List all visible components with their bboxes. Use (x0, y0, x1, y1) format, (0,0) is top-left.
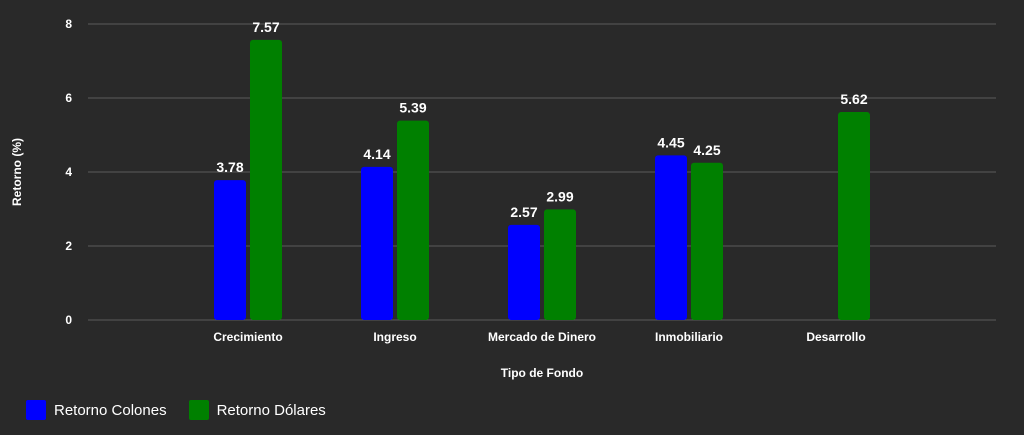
bar-dolares-2[interactable] (544, 209, 576, 320)
data-label: 5.39 (399, 100, 426, 116)
data-label: 4.25 (693, 142, 720, 158)
x-tick-label: Inmobiliario (655, 330, 723, 344)
legend-label-dolares: Retorno Dólares (216, 401, 326, 419)
data-label: 4.14 (363, 146, 390, 162)
legend-swatch-colones (26, 400, 46, 420)
bar-dolares-3[interactable] (691, 162, 723, 320)
bar-dolares-0[interactable] (250, 39, 282, 320)
data-label: 2.99 (546, 188, 573, 204)
y-tick-label: 8 (65, 17, 72, 31)
data-label: 5.62 (840, 91, 867, 107)
data-label: 2.57 (510, 204, 537, 220)
bar-colones-2[interactable] (508, 224, 540, 320)
bar-dolares-4[interactable] (838, 112, 870, 320)
y-tick-label: 4 (65, 165, 72, 179)
data-label: 7.57 (252, 19, 279, 35)
legend-item-dolares[interactable]: Retorno Dólares (188, 400, 326, 420)
x-tick-label: Ingreso (373, 330, 416, 344)
x-tick-label: Mercado de Dinero (488, 330, 596, 344)
bar-dolares-1[interactable] (397, 120, 429, 320)
legend: Retorno Colones Retorno Dólares (26, 400, 326, 420)
bar-colones-0[interactable] (214, 180, 246, 320)
y-tick-label: 2 (65, 239, 72, 253)
bar-colones-1[interactable] (361, 166, 393, 320)
y-tick-label: 0 (65, 313, 72, 327)
bar-colones-3[interactable] (655, 155, 687, 320)
y-axis-title: Retorno (%) (10, 138, 24, 206)
y-tick-label: 6 (65, 91, 72, 105)
bars (214, 39, 870, 320)
y-tick-labels: 0 2 4 6 8 (65, 17, 72, 327)
data-label: 3.78 (216, 159, 243, 175)
x-tick-label: Crecimiento (213, 330, 282, 344)
data-label: 4.45 (657, 134, 684, 150)
x-tick-labels: Crecimiento Ingreso Mercado de Dinero Inmob… (213, 330, 865, 344)
x-tick-label: Desarrollo (806, 330, 865, 344)
data-labels: 3.78 7.57 4.14 5.39 2.57 2.99 4.45 4.25 5.62 (216, 19, 867, 220)
legend-label-colones: Retorno Colones (54, 401, 167, 419)
legend-item-colones[interactable]: Retorno Colones (26, 400, 167, 420)
legend-swatch-dolares (188, 400, 209, 420)
x-axis-title: Tipo de Fondo (501, 366, 583, 380)
